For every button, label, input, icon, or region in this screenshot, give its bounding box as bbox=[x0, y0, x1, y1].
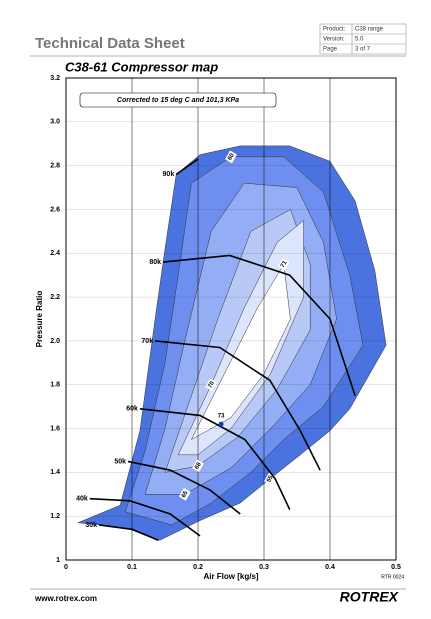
chart-code: RTR 0024 bbox=[381, 574, 404, 580]
speed-label: 90k bbox=[163, 171, 175, 178]
speed-line bbox=[98, 524, 159, 542]
speed-label: 70k bbox=[141, 338, 153, 345]
island-label: 60 bbox=[227, 152, 236, 161]
speed-line bbox=[155, 340, 321, 471]
y-axis-label: Pressure Ratio bbox=[35, 291, 44, 348]
speed-line bbox=[89, 497, 201, 537]
speed-label: 60k bbox=[126, 406, 138, 413]
y-tick-label: 2.0 bbox=[50, 338, 60, 345]
annotation-box bbox=[79, 92, 277, 108]
efficiency-island bbox=[177, 219, 304, 456]
y-tick-label: 2.8 bbox=[50, 162, 60, 169]
y-tick-label: 2.4 bbox=[50, 250, 60, 257]
x-tick-label: 0.1 bbox=[127, 564, 137, 571]
y-tick-label: 1.8 bbox=[50, 382, 60, 389]
info-table: Product: C38 range Version: 5.0 Page 3 o… bbox=[319, 23, 407, 55]
island-label-bg bbox=[277, 257, 290, 271]
island-label-bg bbox=[205, 378, 218, 392]
peak-point bbox=[218, 421, 224, 427]
plot-frame bbox=[65, 77, 397, 561]
logo: ROTREX bbox=[340, 589, 400, 605]
x-tick-label: 0.4 bbox=[325, 564, 335, 571]
island-label: 55 bbox=[266, 474, 275, 483]
y-tick-label: 3.0 bbox=[50, 119, 60, 126]
speed-label: 30k bbox=[85, 522, 97, 529]
island-label-bg bbox=[178, 487, 191, 501]
island-label-bg bbox=[192, 459, 204, 473]
speed-label: 80k bbox=[149, 259, 161, 266]
chart-title: C38-61 Compressor map bbox=[65, 59, 218, 74]
table-cell: 5.0 bbox=[355, 37, 364, 43]
y-tick-label: 1.6 bbox=[50, 425, 60, 432]
island-label: 71 bbox=[280, 260, 289, 269]
table-frame bbox=[319, 23, 407, 55]
island-label: 70 bbox=[207, 380, 216, 389]
island-label: 68 bbox=[194, 461, 203, 470]
y-tick-label: 3.2 bbox=[50, 75, 60, 82]
annotation: Corrected to 15 deg C and 101,3 KPa bbox=[117, 97, 239, 104]
table-cell: C38 range bbox=[355, 27, 384, 33]
y-tick-label: 1.4 bbox=[50, 469, 60, 476]
y-tick-label: 2.2 bbox=[50, 294, 60, 301]
x-tick-label: 0.2 bbox=[193, 564, 203, 571]
plot: 55 60 65 68 70 71 30k 40k 50k 60k 70k 80k 90k 73 0 0.1 0… bbox=[35, 75, 404, 581]
speed-line bbox=[127, 460, 241, 515]
peak-label: 73 bbox=[218, 414, 225, 420]
island-label-bg bbox=[225, 150, 237, 164]
y-tick-label: 1 bbox=[56, 557, 60, 564]
footer-url: www.rotrex.com bbox=[34, 594, 97, 603]
efficiency-island bbox=[190, 263, 291, 441]
table-cell: Product: bbox=[323, 27, 346, 33]
x-tick-label: 0 bbox=[64, 564, 68, 571]
x-tick-label: 0.3 bbox=[259, 564, 269, 571]
table-cell: Page bbox=[323, 47, 338, 53]
island-label: 65 bbox=[181, 490, 190, 499]
speed-label: 50k bbox=[114, 458, 126, 465]
x-tick-label: 0.5 bbox=[391, 564, 401, 571]
speed-line bbox=[162, 254, 356, 396]
table-cell: Version: bbox=[323, 37, 345, 43]
doc-title: Technical Data Sheet bbox=[35, 35, 185, 52]
speed-label: 40k bbox=[76, 495, 88, 502]
speed-line bbox=[139, 408, 291, 510]
y-tick-label: 2.6 bbox=[50, 206, 60, 213]
y-tick-label: 1.2 bbox=[50, 513, 60, 520]
table-cell: 3 of 7 bbox=[355, 47, 371, 53]
speed-line bbox=[175, 158, 199, 176]
x-axis-label: Air Flow [kg/s] bbox=[203, 572, 258, 581]
